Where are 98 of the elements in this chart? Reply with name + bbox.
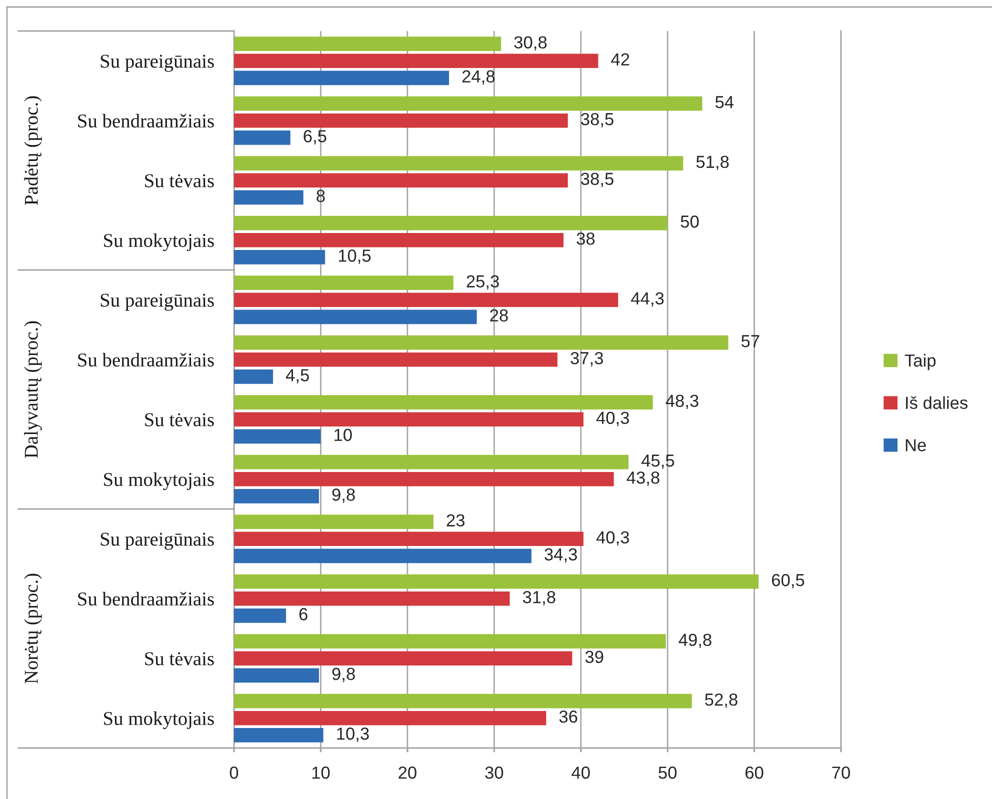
legend-label: Taip xyxy=(904,354,936,370)
bar xyxy=(234,130,290,145)
bar xyxy=(234,454,629,470)
data-label: 40,3 xyxy=(596,531,629,546)
data-label: 25,3 xyxy=(466,275,499,290)
x-tick-label: 50 xyxy=(658,766,677,779)
text: Padėtų (proc.) xyxy=(24,96,42,206)
legend-label: Iš dalies xyxy=(906,396,968,409)
y-tick-label: Su tėvais xyxy=(145,652,214,666)
bar xyxy=(234,335,728,350)
data-label: 45,5 xyxy=(641,454,674,469)
data-label: 51,8 xyxy=(696,156,729,170)
y-tick-label: Su pareigūnais xyxy=(100,54,214,72)
bar xyxy=(234,96,702,111)
bar xyxy=(234,173,568,188)
bar xyxy=(234,190,304,205)
bar xyxy=(234,113,568,128)
bar xyxy=(234,728,324,742)
data-label: 40,3 xyxy=(596,412,629,426)
data-label: 10,5 xyxy=(338,250,371,264)
data-label: 52,8 xyxy=(705,693,738,708)
bar xyxy=(234,668,319,683)
x-tick-label: 30 xyxy=(485,766,504,779)
data-label: 6,5 xyxy=(304,130,326,144)
bar xyxy=(234,488,319,504)
bar xyxy=(234,369,274,384)
y-tick-label: Su pareigūnais xyxy=(100,294,214,311)
data-label: 24,8 xyxy=(462,70,495,85)
x-tick-label: 60 xyxy=(746,766,764,779)
y-tick-label: Su bendraamžiais xyxy=(78,114,214,128)
data-label: 38,5 xyxy=(581,112,614,128)
bar xyxy=(234,156,684,171)
data-label: 44,3 xyxy=(631,292,664,307)
bar xyxy=(234,532,584,546)
legend-label: Ne xyxy=(906,439,926,452)
data-label: 10,3 xyxy=(337,728,369,742)
data-label: 49,8 xyxy=(678,634,712,648)
data-label: 48,3 xyxy=(666,394,698,410)
x-tick-label: 20 xyxy=(398,766,416,779)
y-tick-label: Su bendraamžiais xyxy=(78,352,214,367)
data-label: 43,8 xyxy=(626,471,660,486)
data-label: 34,3 xyxy=(544,548,577,563)
bar xyxy=(234,472,614,486)
bar xyxy=(234,412,584,427)
y-tick-label: Su mokytojais xyxy=(104,711,214,730)
data-label: 31,8 xyxy=(522,590,556,606)
data-label: 6 xyxy=(299,608,308,620)
y-tick-label: Su mokytojais xyxy=(104,472,214,490)
bar xyxy=(234,216,668,230)
bar xyxy=(234,429,321,444)
bar xyxy=(234,250,326,264)
text: Norėtų (proc.) xyxy=(24,574,42,684)
text: Dalyvautų (proc.) xyxy=(24,321,42,458)
bar xyxy=(234,276,454,290)
data-label: 28 xyxy=(490,309,508,322)
bar xyxy=(234,70,450,86)
bar xyxy=(234,514,434,530)
x-tick-label: 0 xyxy=(230,766,238,779)
data-label: 38 xyxy=(576,232,595,245)
bar xyxy=(234,574,759,589)
data-label: 38,5 xyxy=(581,172,614,188)
bar xyxy=(234,36,502,52)
data-label: 10 xyxy=(334,428,352,442)
data-label: 36 xyxy=(559,710,578,723)
bar xyxy=(234,608,286,623)
data-label: 50 xyxy=(680,215,699,228)
x-tick-label: 10 xyxy=(312,766,330,779)
y-tick-label: Su bendraamžiais xyxy=(78,592,214,606)
bar xyxy=(234,591,510,606)
bar xyxy=(234,548,532,564)
bar xyxy=(234,395,653,410)
data-label: 9,8 xyxy=(332,668,355,682)
y-tick-label: Su tėvais xyxy=(145,174,214,188)
data-label: 4,5 xyxy=(286,369,309,384)
data-label: 23 xyxy=(446,514,464,527)
x-tick-label: 70 xyxy=(832,766,850,779)
bar xyxy=(234,292,618,308)
data-label: 30,8 xyxy=(514,36,547,51)
data-label: 9,8 xyxy=(332,488,355,503)
y-tick-label: Su tėvais xyxy=(145,413,214,426)
data-label: 42 xyxy=(611,53,630,66)
data-label: 57 xyxy=(741,335,760,348)
y-tick-label: Su pareigūnais xyxy=(100,532,214,550)
data-label: 39 xyxy=(585,650,604,664)
bar xyxy=(234,352,558,367)
bar xyxy=(234,694,692,708)
data-label: 54 xyxy=(715,96,734,108)
bar xyxy=(234,232,564,248)
x-tick-label: 40 xyxy=(572,766,590,779)
data-label: 37,3 xyxy=(570,352,603,366)
bar xyxy=(234,310,477,324)
data-label: 8 xyxy=(316,190,325,202)
y-tick-label: Su mokytojais xyxy=(104,233,214,252)
bar xyxy=(234,710,546,726)
bar xyxy=(234,54,598,68)
bar xyxy=(234,634,666,649)
bar xyxy=(234,651,572,666)
data-label: 60,5 xyxy=(772,574,804,588)
